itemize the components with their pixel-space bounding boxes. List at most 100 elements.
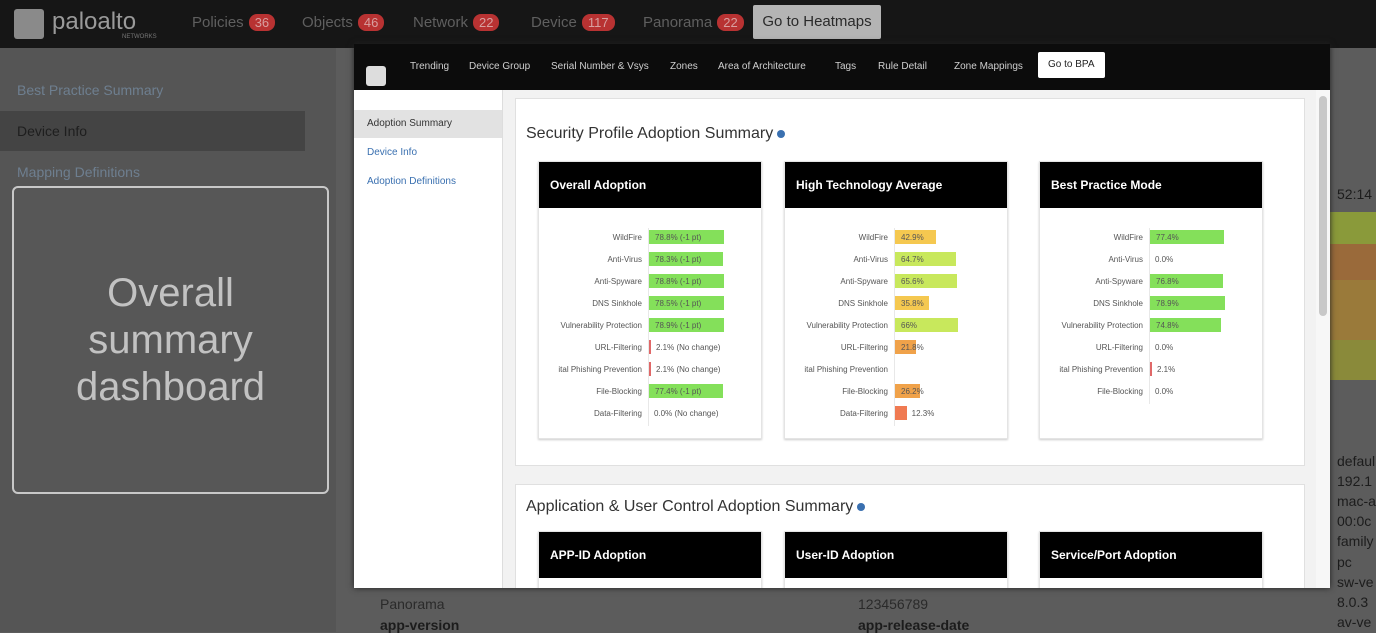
value-label: 78.3% (-1 pt): [655, 255, 702, 264]
adoption-bar: [895, 230, 936, 244]
value-label: 2.1% (No change): [655, 343, 721, 352]
row-label: Data-Filtering: [839, 409, 888, 418]
value-label: 2.1%: [1156, 365, 1176, 374]
logo: paloalto: [52, 8, 137, 35]
background-text: app-release-date: [858, 617, 970, 633]
heatmaps-button[interactable]: Go to Heatmaps: [753, 5, 881, 39]
window-nav-item[interactable]: Adoption Definitions: [367, 176, 456, 187]
row-label: File-Blocking: [596, 387, 642, 396]
window-tab[interactable]: Tags: [835, 61, 857, 72]
background-text: 52:14: [1337, 186, 1373, 202]
bpa-button[interactable]: Go to BPA: [1038, 52, 1105, 78]
adoption-card: High Technology Average WildFire 42.9% Anti…: [784, 161, 1008, 439]
adoption-bar: [649, 362, 651, 376]
window-tab[interactable]: Device Group: [469, 61, 531, 72]
row-label: DNS Sinkhole: [1093, 299, 1143, 308]
value-label: 77.4% (-1 pt): [655, 387, 702, 396]
background-text: Panorama: [380, 596, 445, 612]
bar-axis: [648, 228, 649, 426]
row-label: Anti-Virus: [607, 255, 642, 264]
nav-label: Device: [531, 14, 577, 31]
row-label: URL-Filtering: [1095, 343, 1143, 352]
nav-item[interactable]: Policies 36: [192, 14, 276, 31]
value-label: 64.7%: [901, 255, 924, 264]
nav-item[interactable]: Panorama 22: [643, 14, 744, 31]
value-label: 35.8%: [901, 299, 924, 308]
window-tab[interactable]: Area of Architecture: [718, 61, 806, 72]
window-nav-item[interactable]: Device Info: [367, 147, 418, 158]
row-label: WildFire: [858, 233, 888, 242]
adoption-bar: [1150, 230, 1224, 244]
window-tab[interactable]: Serial Number & Vsys: [551, 61, 649, 72]
adoption-bar: [649, 252, 724, 266]
info-icon[interactable]: [777, 129, 786, 138]
adoption-card: APP-ID Adoption: [538, 531, 762, 588]
window-tabbar: Go to BPA Trending Device Group Serial Num…: [354, 44, 1330, 90]
value-label: 65.6%: [901, 277, 924, 286]
logo-sub: NETWORKS: [122, 34, 157, 40]
background-text: family: [1337, 533, 1374, 549]
row-label: File-Blocking: [842, 387, 888, 396]
value-label: 78.9% (-1 pt): [655, 321, 702, 330]
value-label: 21.8%: [901, 343, 924, 352]
adoption-bar: [649, 274, 724, 288]
section-title-text: Application & User Control Adoption Summ…: [526, 498, 854, 515]
background-text: 123456789: [858, 596, 929, 612]
background-text: av-ve: [1337, 614, 1372, 630]
adoption-bar: [649, 318, 724, 332]
card-title: Overall Adoption: [539, 162, 761, 208]
card-title: Service/Port Adoption: [1040, 532, 1262, 578]
summary-panel: Security Profile Adoption Summary Overall…: [515, 98, 1305, 466]
adoption-bar: [649, 296, 724, 310]
sidebar-item[interactable]: Mapping Definitions: [17, 164, 140, 180]
window-nav-item[interactable]: Adoption Summary: [354, 110, 502, 138]
summary-panel: Application & User Control Adoption Summ…: [515, 484, 1305, 588]
value-label: 78.9%: [1156, 299, 1179, 308]
window-logo: [366, 66, 386, 86]
nav-label: Objects: [302, 14, 353, 31]
row-label: Vulnerability Protection: [560, 321, 642, 330]
row-label: Vulnerability Protection: [806, 321, 888, 330]
section-title: Security Profile Adoption Summary: [526, 125, 786, 143]
nav-badge: 22: [717, 14, 744, 31]
window-tab[interactable]: Rule Detail: [878, 61, 927, 72]
value-label: 78.8% (-1 pt): [655, 277, 702, 286]
adoption-bar: [649, 230, 724, 244]
background-text: sw-ve: [1337, 574, 1374, 590]
sidebar-item[interactable]: Best Practice Summary: [17, 82, 164, 98]
adoption-bar: [895, 406, 907, 420]
background-text: app-version: [380, 617, 460, 633]
sidebar-item[interactable]: Device Info: [0, 111, 305, 151]
nav-label: Policies: [192, 14, 244, 31]
background-text: 8.0.3: [1337, 594, 1369, 610]
window-tab[interactable]: Trending: [410, 61, 450, 72]
row-label: Data-Filtering: [593, 409, 642, 418]
bar-axis: [1149, 228, 1150, 404]
row-label: Anti-Spyware: [1095, 277, 1143, 286]
section-title: Application & User Control Adoption Summ…: [526, 498, 866, 516]
row-label: URL-Filtering: [594, 343, 642, 352]
nav-item[interactable]: Objects 46: [302, 14, 385, 31]
value-label: 0.0%: [1155, 387, 1174, 396]
card-title: User-ID Adoption: [785, 532, 1007, 578]
scroll-thumb[interactable]: [1319, 96, 1327, 316]
adoption-bar: [1150, 296, 1225, 310]
window-tab[interactable]: Zone Mappings: [954, 61, 1023, 72]
nav-badge: 36: [248, 14, 276, 31]
info-icon[interactable]: [857, 502, 866, 511]
row-label: Anti-Virus: [853, 255, 888, 264]
value-label: 0.0%: [1155, 255, 1174, 264]
row-label: ital Phishing Prevention: [804, 365, 888, 374]
nav-badge: 117: [581, 14, 615, 31]
background-text: 00:0c: [1337, 513, 1372, 529]
nav-item[interactable]: Network 22: [413, 14, 500, 31]
background-text: pc: [1337, 554, 1352, 570]
nav-item[interactable]: Device 117: [531, 14, 615, 31]
bar-axis: [894, 228, 895, 426]
heat-band: [1330, 340, 1376, 380]
adoption-card: Overall Adoption WildFire 78.8% (-1 pt) Ant…: [538, 161, 762, 439]
nav-label: Panorama: [643, 14, 713, 31]
window-tab[interactable]: Zones: [670, 61, 698, 72]
heat-band: [1330, 280, 1376, 340]
background-text: defaul: [1337, 453, 1376, 469]
